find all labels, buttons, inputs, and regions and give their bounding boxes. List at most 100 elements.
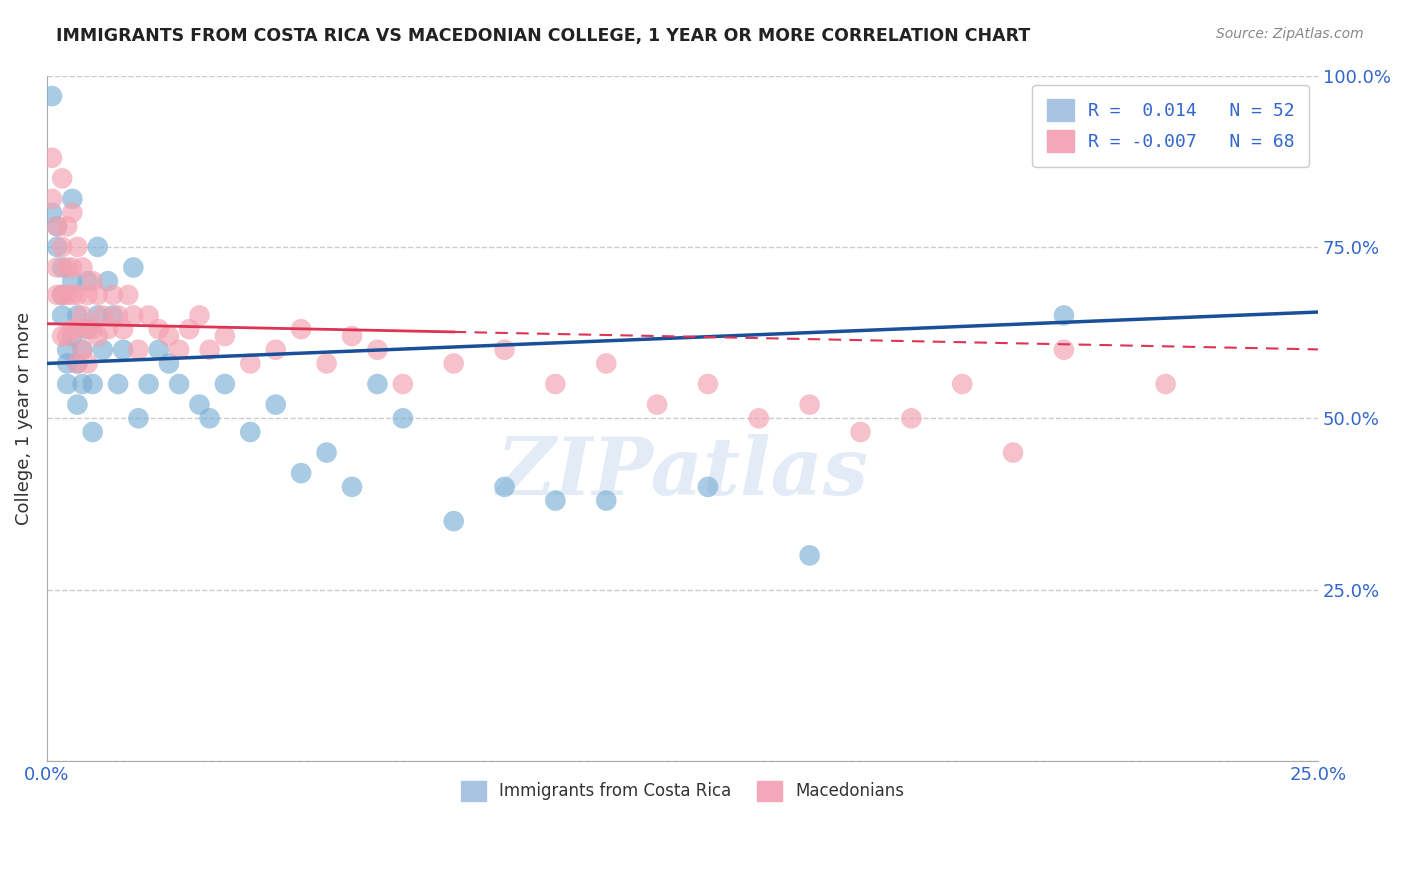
Point (51, 260, 73, 275)
Point (595, 356, 617, 370)
Point (46, 260, 69, 275)
Point (82, 425, 104, 439)
Legend: Immigrants from Costa Rica, Macedonians: Immigrants from Costa Rica, Macedonians (447, 767, 917, 814)
Point (56, 219, 79, 234)
Point (107, 309, 129, 323)
Point (214, 329, 236, 343)
Point (97, 322, 120, 336)
Point (72, 343, 94, 357)
Point (849, 425, 872, 439)
Point (60, 322, 83, 336)
Point (188, 309, 211, 323)
Point (1154, 377, 1177, 392)
Point (41, 89, 63, 103)
Text: IMMIGRANTS FROM COSTA RICA VS MACEDONIAN COLLEGE, 1 YEAR OR MORE CORRELATION CHA: IMMIGRANTS FROM COSTA RICA VS MACEDONIAN… (56, 27, 1031, 45)
Point (60, 288, 83, 302)
Point (127, 343, 149, 357)
Point (392, 377, 415, 392)
Point (138, 377, 160, 392)
Point (66, 322, 89, 336)
Point (60, 205, 83, 219)
Point (167, 343, 190, 357)
Point (56, 377, 79, 392)
Point (1002, 445, 1025, 459)
Point (56, 356, 79, 370)
Point (72, 343, 94, 357)
Point (82, 377, 104, 392)
Point (112, 322, 135, 336)
Point (46, 240, 69, 254)
Point (697, 377, 720, 392)
Point (76, 274, 98, 288)
Point (60, 192, 83, 206)
Point (101, 288, 124, 302)
Point (799, 549, 821, 563)
Point (340, 480, 363, 494)
Point (188, 398, 211, 412)
Point (87, 240, 110, 254)
Point (950, 377, 973, 392)
Point (60, 329, 83, 343)
Text: ZIPatlas: ZIPatlas (496, 434, 869, 512)
Point (76, 322, 98, 336)
Point (87, 329, 110, 343)
Point (167, 377, 190, 392)
Point (56, 329, 79, 343)
Point (46, 219, 69, 234)
Point (41, 192, 63, 206)
Point (51, 171, 73, 186)
Point (264, 398, 287, 412)
Point (112, 343, 135, 357)
Point (315, 445, 337, 459)
Point (107, 377, 129, 392)
Point (198, 411, 221, 425)
Point (66, 356, 89, 370)
Point (72, 377, 94, 392)
Point (41, 205, 63, 219)
Point (366, 343, 388, 357)
Point (72, 309, 94, 323)
Point (46, 288, 69, 302)
Point (799, 398, 821, 412)
Point (290, 322, 312, 336)
Point (66, 288, 89, 302)
Point (117, 288, 139, 302)
Point (41, 151, 63, 165)
Point (148, 322, 170, 336)
Point (239, 356, 262, 370)
Point (366, 377, 388, 392)
Point (392, 411, 415, 425)
Point (56, 343, 79, 357)
Point (66, 309, 89, 323)
Point (66, 240, 89, 254)
Point (87, 288, 110, 302)
Point (122, 309, 145, 323)
Point (56, 288, 79, 302)
Point (87, 309, 110, 323)
Point (157, 356, 180, 370)
Point (76, 356, 98, 370)
Point (157, 329, 180, 343)
Point (91, 343, 114, 357)
Point (60, 260, 83, 275)
Point (1053, 343, 1076, 357)
Point (51, 329, 73, 343)
Point (60, 274, 83, 288)
Point (51, 288, 73, 302)
Point (748, 411, 770, 425)
Point (595, 493, 617, 508)
Point (127, 411, 149, 425)
Point (315, 356, 337, 370)
Point (76, 322, 98, 336)
Point (214, 377, 236, 392)
Point (138, 309, 160, 323)
Point (51, 309, 73, 323)
Point (46, 219, 69, 234)
Point (82, 322, 104, 336)
Point (494, 480, 516, 494)
Point (91, 309, 114, 323)
Point (900, 411, 922, 425)
Point (645, 398, 668, 412)
Point (72, 260, 94, 275)
Point (76, 288, 98, 302)
